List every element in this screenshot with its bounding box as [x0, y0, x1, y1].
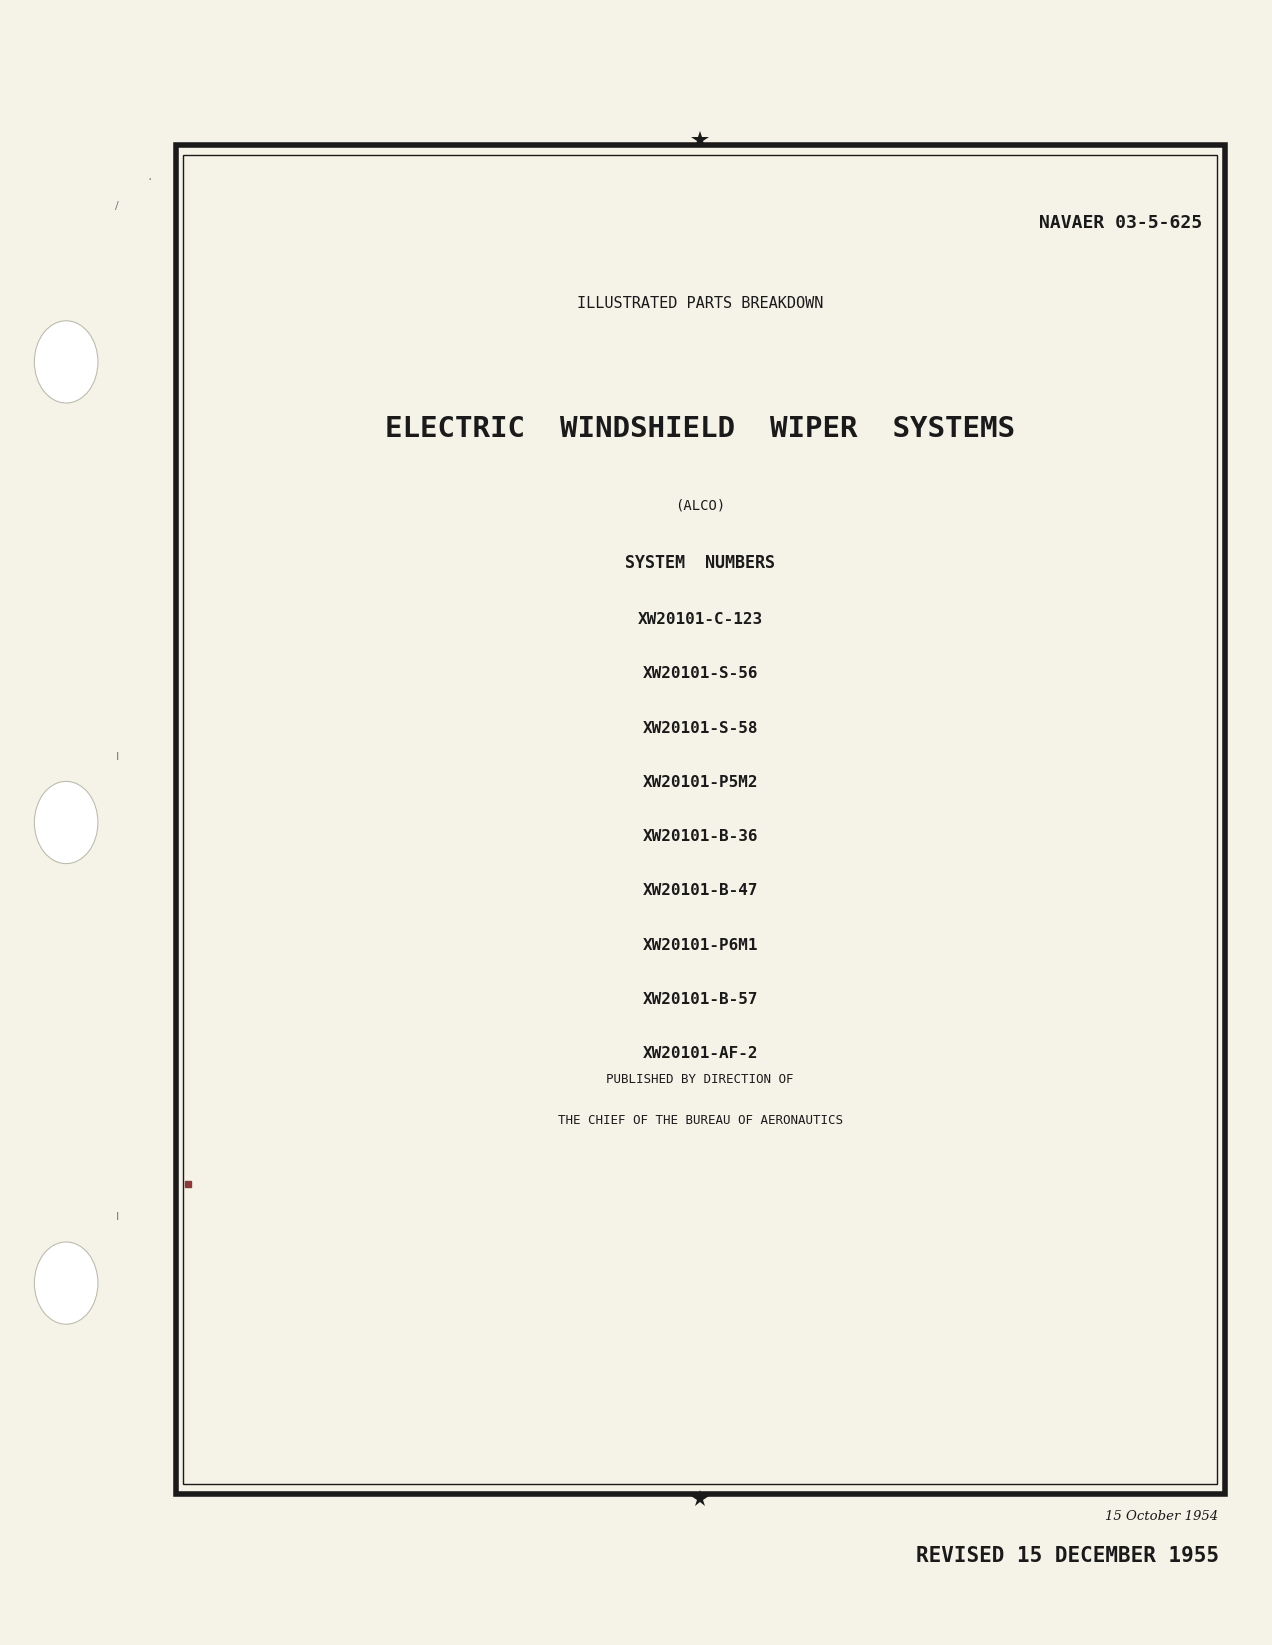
Bar	[183, 155, 1217, 1484]
Text: .: .	[148, 169, 153, 183]
Text: XW20101-B-47: XW20101-B-47	[642, 883, 758, 898]
Text: I: I	[116, 1212, 118, 1222]
Text: /: /	[116, 201, 118, 211]
Text: NAVAER 03-5-625: NAVAER 03-5-625	[1039, 214, 1202, 232]
Text: ILLUSTRATED PARTS BREAKDOWN: ILLUSTRATED PARTS BREAKDOWN	[577, 296, 823, 311]
Circle shape	[34, 321, 98, 403]
Text: XW20101-P5M2: XW20101-P5M2	[642, 775, 758, 790]
Text: XW20101-S-56: XW20101-S-56	[642, 666, 758, 681]
Text: (ALCO): (ALCO)	[675, 498, 725, 513]
Text: SYSTEM  NUMBERS: SYSTEM NUMBERS	[626, 554, 775, 572]
Text: XW20101-C-123: XW20101-C-123	[637, 612, 763, 627]
Text: REVISED 15 DECEMBER 1955: REVISED 15 DECEMBER 1955	[916, 1546, 1219, 1566]
Text: XW20101-B-36: XW20101-B-36	[642, 829, 758, 844]
Text: XW20101-P6M1: XW20101-P6M1	[642, 938, 758, 952]
Text: ELECTRIC  WINDSHIELD  WIPER  SYSTEMS: ELECTRIC WINDSHIELD WIPER SYSTEMS	[385, 415, 1015, 443]
Text: XW20101-S-58: XW20101-S-58	[642, 721, 758, 735]
Circle shape	[34, 781, 98, 864]
Text: 15 October 1954: 15 October 1954	[1105, 1510, 1219, 1523]
Bar	[176, 145, 1225, 1494]
Text: I: I	[116, 752, 118, 762]
Text: PUBLISHED BY DIRECTION OF: PUBLISHED BY DIRECTION OF	[607, 1073, 794, 1086]
Text: XW20101-AF-2: XW20101-AF-2	[642, 1046, 758, 1061]
Text: XW20101-B-57: XW20101-B-57	[642, 992, 758, 1007]
Circle shape	[34, 1242, 98, 1324]
Text: THE CHIEF OF THE BUREAU OF AERONAUTICS: THE CHIEF OF THE BUREAU OF AERONAUTICS	[557, 1114, 843, 1127]
